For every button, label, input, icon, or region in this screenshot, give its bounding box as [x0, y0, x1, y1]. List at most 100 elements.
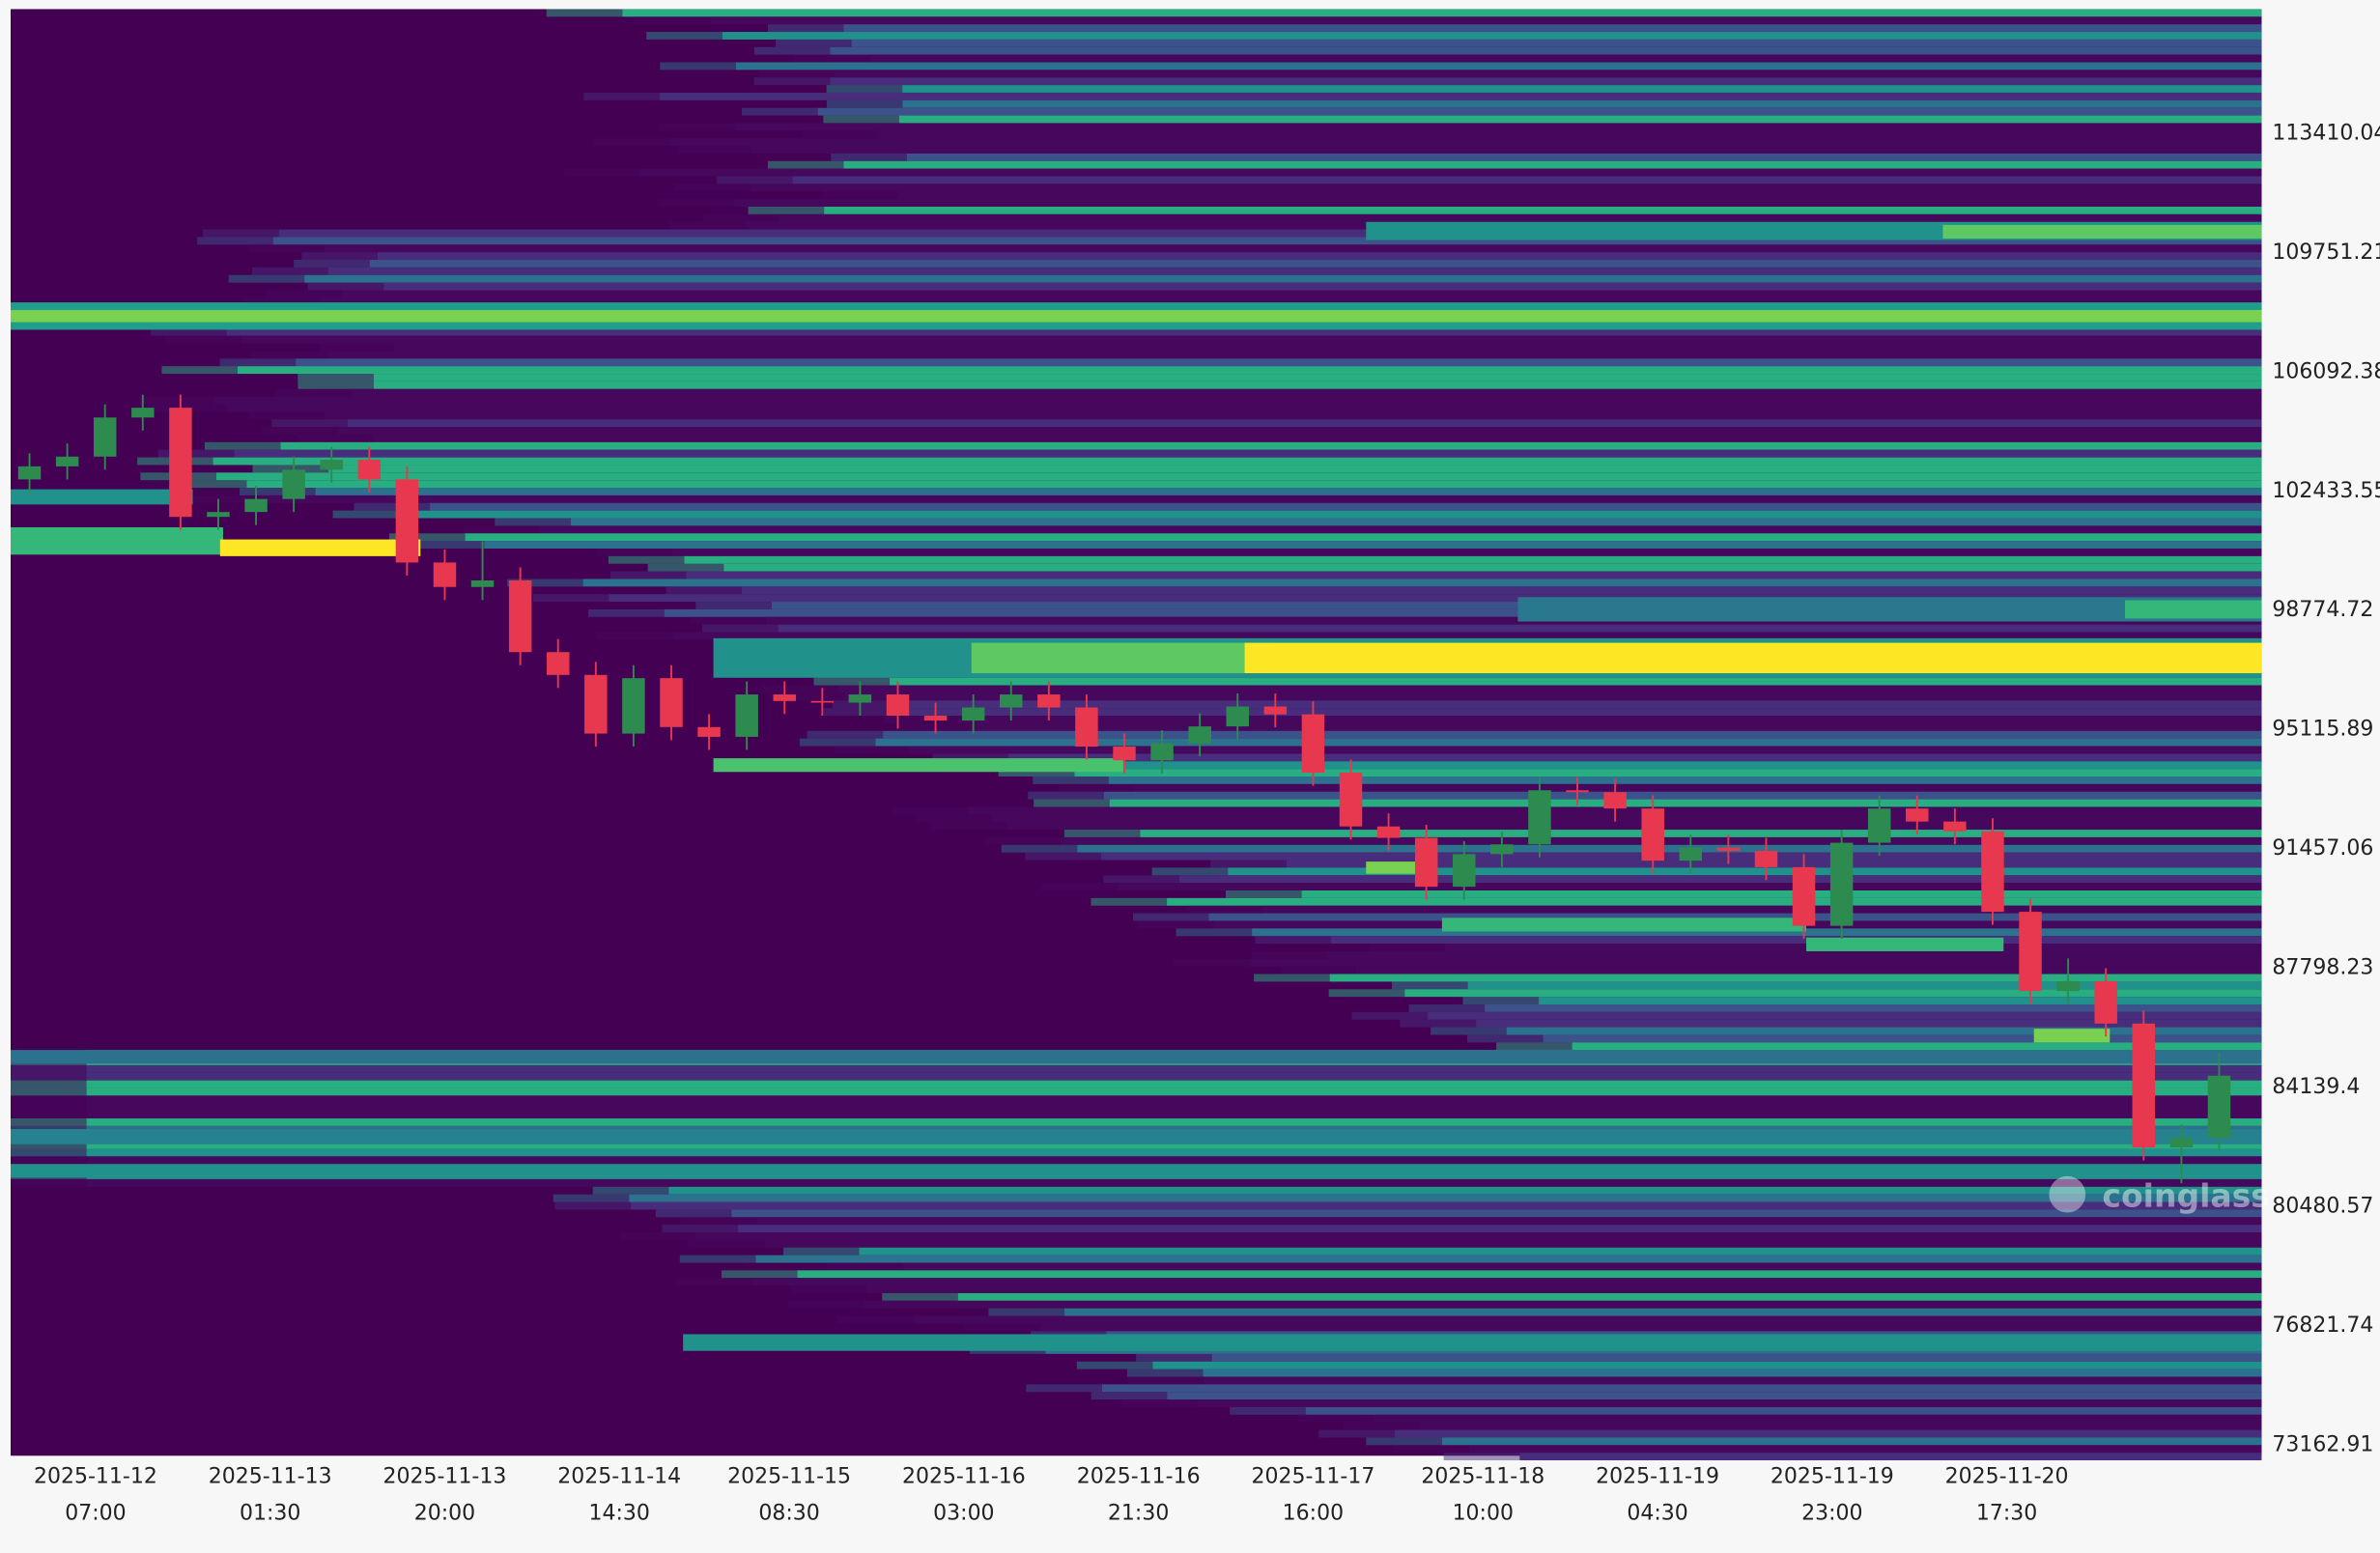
heat-row: [341, 290, 2262, 298]
heat-row: [1441, 1437, 2262, 1446]
candle-body: [660, 678, 683, 727]
heat-row: [1251, 950, 1328, 959]
candle-body: [1906, 808, 1929, 822]
heat-row: [735, 123, 2262, 131]
heat-row: [409, 510, 2262, 519]
heat-row: [246, 480, 2262, 489]
heat-row: [495, 518, 571, 526]
candle-body: [735, 694, 758, 737]
heat-row: [1058, 783, 1135, 792]
heat-row: [932, 753, 1008, 762]
candle-body: [622, 678, 645, 734]
heat-row: [373, 374, 2262, 381]
heat-row: [710, 16, 2262, 25]
heat-row: [596, 548, 672, 556]
heat-row: [325, 411, 2262, 420]
heat-row: [265, 290, 342, 298]
heat-row: [869, 54, 2262, 63]
heat-row: [539, 525, 2262, 534]
x-tick-label: 2025-11-20 17:30: [1944, 1464, 2069, 1526]
heat-row: [588, 608, 665, 617]
heat-row: [1063, 830, 1141, 837]
heat-row: [834, 70, 2262, 78]
heat-row: [1419, 1422, 2262, 1430]
heat-row: [271, 419, 348, 428]
heat-row: [1140, 830, 2262, 837]
heat-row: [676, 146, 752, 154]
candle-body: [547, 652, 570, 675]
heat-row: [351, 388, 2262, 397]
heat-row: [680, 1217, 756, 1226]
heat-row: [383, 282, 2262, 291]
heat-row: [731, 1209, 2262, 1218]
heat-row: [315, 488, 2262, 495]
y-tick-label: 84139.4: [2272, 1075, 2360, 1099]
heat-row: [1248, 958, 2262, 967]
heat-row: [823, 115, 899, 124]
heat-row: [1167, 1392, 2262, 1400]
heat-row: [184, 494, 262, 503]
heat-row: [902, 85, 2262, 93]
heat-row: [298, 374, 374, 381]
heat-row: [1572, 1042, 2262, 1051]
heat-row: [758, 70, 835, 78]
heat-row: [883, 730, 2262, 739]
heat-row: [388, 533, 466, 542]
watermark-logo: [2049, 1175, 2086, 1213]
heat-row: [813, 677, 891, 686]
heat-row: [11, 1111, 87, 1119]
heat-row: [742, 586, 2262, 595]
heat-row: [1476, 1019, 2262, 1028]
heat-row: [702, 624, 779, 633]
heat-row: [1431, 1027, 1507, 1035]
x-tick-label: 2025-11-12 07:00: [33, 1464, 157, 1526]
heat-row: [1400, 1019, 1477, 1028]
candle-body: [1792, 866, 1816, 926]
heat-row: [843, 24, 2262, 33]
heat-row: [984, 836, 1061, 845]
heat-row: [86, 1141, 2262, 1149]
candle-body: [1566, 790, 1589, 793]
heat-row: [1467, 1034, 1544, 1043]
heat-row: [751, 1278, 2262, 1286]
heat-row: [1028, 791, 1104, 800]
x-tick-label-box: 2025-11-20 17:30: [1944, 1464, 2069, 1526]
heat-row: [86, 1087, 2262, 1096]
candle-body: [2056, 980, 2080, 992]
heat-row: [797, 1270, 2262, 1279]
heat-row: [484, 541, 2262, 549]
heat-row: [767, 24, 844, 33]
heat-row: [297, 434, 374, 442]
heat-row: [988, 1308, 1065, 1316]
heat-row: [296, 358, 2262, 367]
heat-row: [1138, 920, 1215, 929]
candle-body: [1829, 842, 1854, 926]
heat-row: [898, 115, 2262, 124]
candle-body: [131, 408, 155, 418]
heat-row: [931, 822, 1007, 831]
heat-row: [865, 1285, 2262, 1293]
heat-row: [262, 427, 338, 435]
heat-row: [916, 814, 992, 823]
heat-row: [1318, 1429, 1395, 1438]
heat-row: [859, 1247, 2262, 1256]
heat-row: [151, 327, 227, 336]
heat-row: [1026, 1384, 1102, 1393]
x-tick-label-box: 2025-11-16 21:30: [1077, 1465, 1201, 1526]
heat-row: [748, 206, 825, 214]
heat-row: [679, 1255, 756, 1263]
candle-body: [207, 512, 230, 518]
heat-row: [1393, 1445, 1469, 1454]
heat-row: [1074, 769, 2262, 776]
heat-row: [546, 9, 623, 17]
heat-row: [971, 722, 2262, 731]
candle-body: [1188, 726, 1211, 744]
heat-row: [1467, 981, 2262, 990]
heat-row: [240, 488, 316, 495]
heat-row: [1121, 1399, 1198, 1407]
heat-row: [1211, 1353, 2262, 1362]
candle-body: [1867, 808, 1891, 843]
heat-row: [430, 502, 2262, 511]
heat-row: [864, 1300, 2262, 1309]
